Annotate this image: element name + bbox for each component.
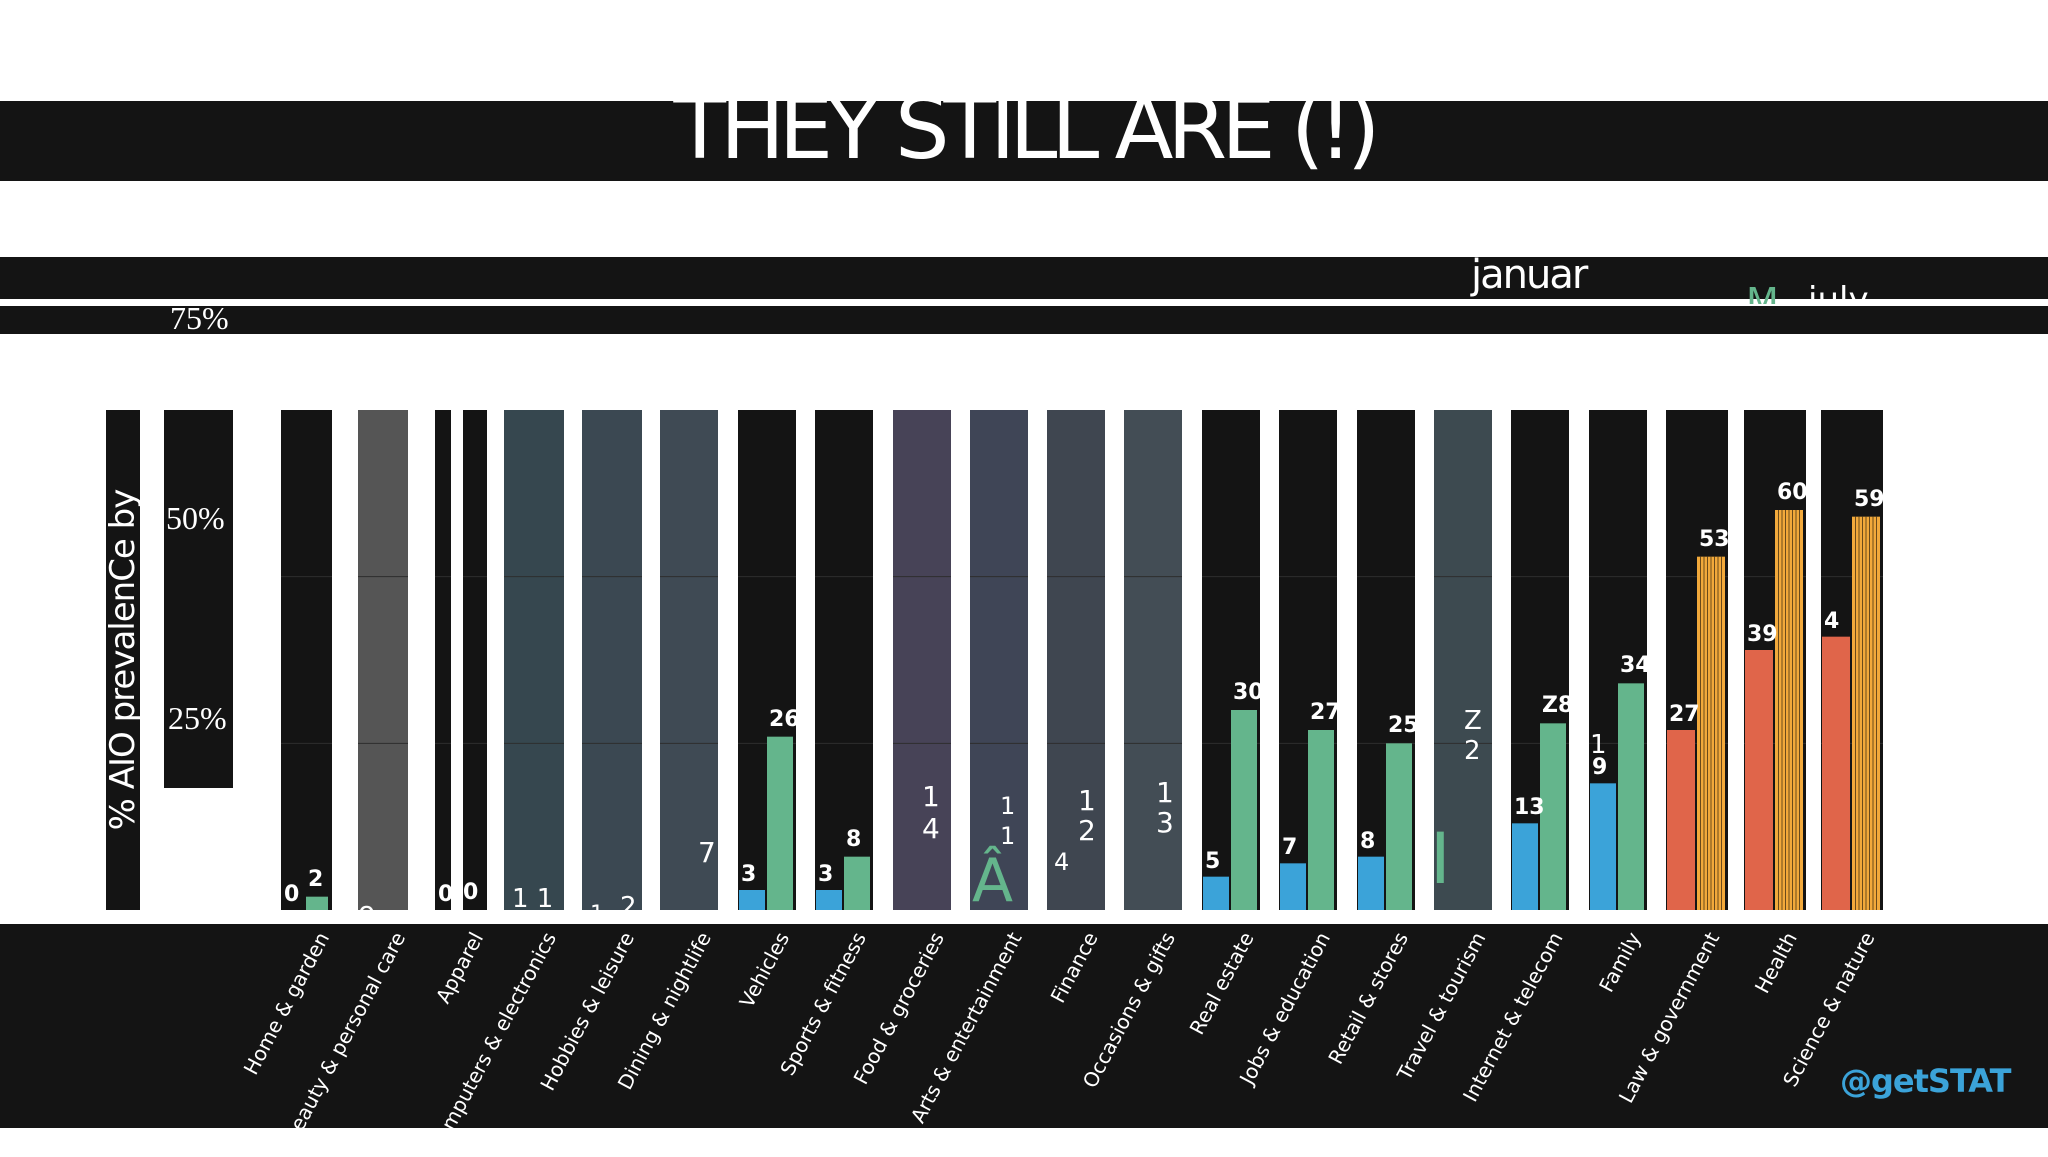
bar-label-january: 3: [818, 862, 834, 887]
bar-label-january: 4: [1824, 608, 1840, 634]
category-panel: [970, 410, 1028, 910]
panel-gap: [451, 410, 463, 910]
x-axis-band: [0, 924, 2048, 1128]
legend-band: [0, 257, 2048, 299]
bar-label-july: 2: [308, 866, 324, 892]
legend-january: januar: [1471, 252, 1588, 298]
bar-july: [1386, 743, 1412, 910]
credit-handle: @getSTAT: [1840, 1062, 2011, 1100]
bar-label-july: 30: [1233, 680, 1264, 705]
bar-label-july: 53: [1699, 526, 1730, 552]
category-panel: [815, 410, 873, 910]
bar-label-january: 5: [1205, 848, 1221, 874]
category-panel: [1047, 410, 1105, 910]
bar-label-january: 9: [1592, 755, 1608, 781]
bar-january: [1822, 636, 1850, 910]
bar-july: [1540, 723, 1566, 910]
bar-label-january: 7: [1282, 835, 1298, 861]
stray-label: 1: [1156, 776, 1174, 809]
stray-label: I: [1430, 818, 1451, 900]
y-label-panel: [106, 410, 140, 910]
stray-label: 1: [590, 902, 604, 927]
stray-label: o: [358, 895, 376, 928]
bar-january: [1745, 650, 1773, 910]
stray-label: 1: [1000, 792, 1016, 820]
bar-label-july: 34: [1620, 653, 1651, 679]
category-panel: [893, 410, 951, 910]
y-tick-50: 50%: [166, 500, 225, 536]
y-tick-panel: 50% 25%: [164, 410, 233, 788]
bar-label-july: Z8: [1542, 693, 1574, 719]
bar-july: [767, 736, 793, 910]
chart-title: THEY STILL ARE (!): [673, 79, 1381, 179]
bar-january: [1590, 783, 1616, 910]
legend-band-lower: [0, 306, 2048, 334]
category-panel: [660, 410, 718, 910]
bar-january: [739, 890, 765, 910]
bar-january: [1203, 876, 1229, 910]
bar-label-january: 0: [438, 882, 454, 907]
bar-label-july: 0: [463, 880, 479, 905]
bar-label-july: 27: [1310, 700, 1341, 725]
stray-label: 1: [1078, 784, 1096, 817]
legend-july: july: [1808, 280, 1869, 302]
bar-label-january: 0: [284, 882, 300, 907]
stray-label: 2: [1078, 814, 1096, 847]
bar-july: [306, 896, 328, 910]
stray-label: Z: [1464, 706, 1482, 736]
bar-july: [1618, 683, 1644, 910]
bar-label-january: 3: [741, 862, 757, 887]
stray-label: 4: [922, 812, 940, 845]
y-tick-25: 25%: [168, 700, 227, 736]
title-band: [0, 101, 2048, 181]
bar-january: [1667, 730, 1695, 910]
bar-label-july: 59: [1854, 486, 1885, 512]
legend-july-marker: M: [1746, 280, 1779, 304]
bar-label-january: 27: [1669, 702, 1700, 727]
bar-label-january: 13: [1514, 795, 1545, 821]
stray-label: 3: [1156, 806, 1174, 839]
bar-label-july: 60: [1777, 480, 1808, 505]
bar-label-january: 8: [1360, 828, 1376, 854]
stray-label: 1: [1000, 822, 1016, 850]
bar-july: [1231, 710, 1257, 910]
bar-january: [816, 890, 842, 910]
stray-label: 7: [698, 836, 716, 869]
bar-july: [1308, 730, 1334, 910]
category-panel: [1124, 410, 1182, 910]
stray-label: 1: [922, 780, 940, 813]
category-panel: [582, 410, 642, 910]
stray-label: 1 1: [512, 884, 554, 914]
bar-july: [844, 856, 870, 910]
category-panel: [281, 410, 332, 910]
y-tick-75: 75%: [170, 300, 229, 336]
stray-label: 2: [620, 892, 637, 922]
bar-january: [1280, 863, 1306, 910]
bar-january: [1512, 823, 1538, 910]
stray-label: 4: [1054, 848, 1070, 876]
bar-label-july: 8: [846, 826, 862, 852]
bar-january: [1358, 856, 1384, 910]
category-panel: [1434, 410, 1492, 910]
stray-label: 2: [1464, 736, 1481, 766]
bar-label-july: 26: [769, 706, 800, 732]
bar-label-july: 25: [1388, 713, 1419, 739]
stray-label: Â: [972, 846, 1014, 916]
category-panel: [504, 410, 564, 910]
bar-label-january: 39: [1747, 622, 1778, 647]
category-panel: [358, 410, 408, 910]
stray-label: 1: [1590, 730, 1607, 760]
